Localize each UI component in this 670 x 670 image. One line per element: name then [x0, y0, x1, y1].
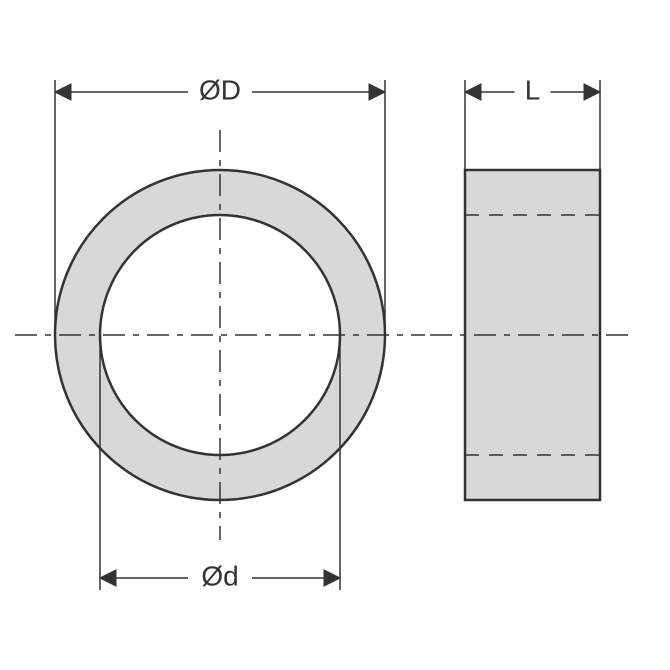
- dim-length-label: L: [525, 74, 541, 105]
- technical-drawing: ØD Ød L: [0, 0, 670, 670]
- dim-outer-diameter-label: ØD: [199, 74, 241, 105]
- dim-inner-diameter-label: Ød: [201, 560, 238, 591]
